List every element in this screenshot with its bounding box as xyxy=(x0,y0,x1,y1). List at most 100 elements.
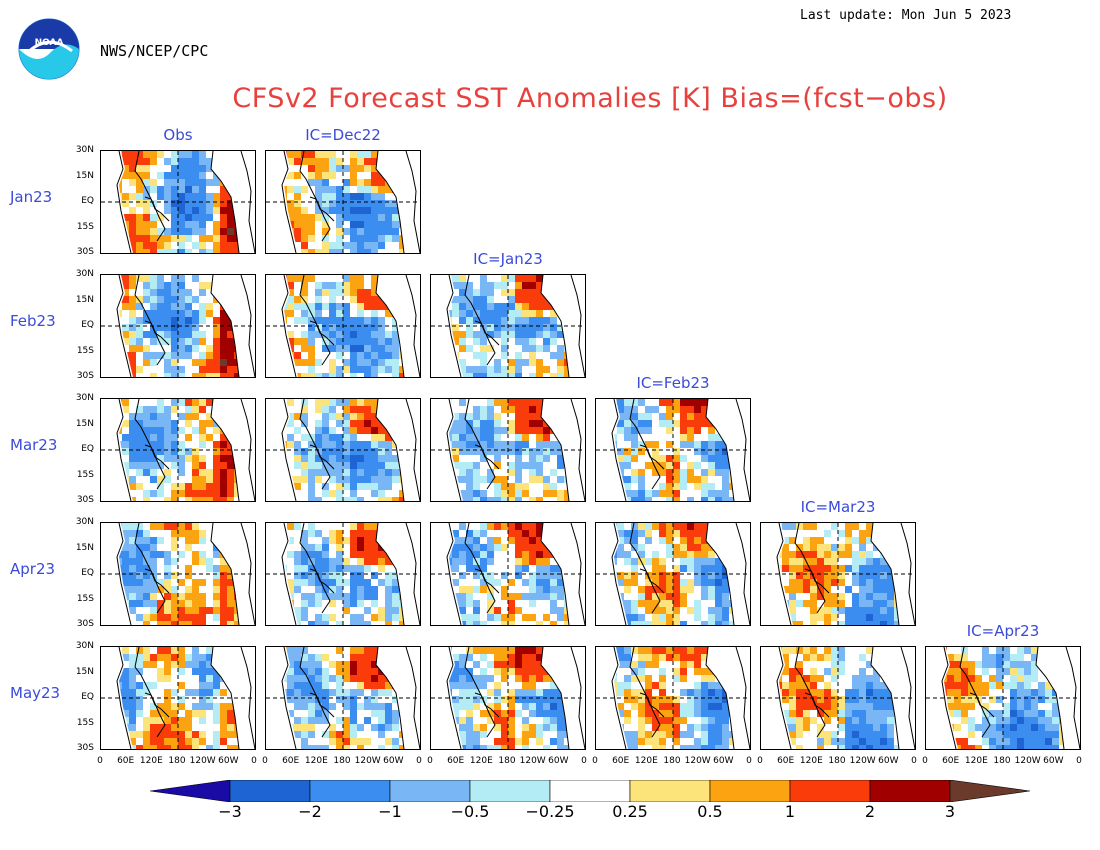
longitude-label: 120E xyxy=(139,756,163,766)
anomaly-map xyxy=(761,523,915,625)
anomaly-map xyxy=(266,399,420,501)
longitude-label: 0 xyxy=(911,756,917,766)
longitude-label: 120E xyxy=(304,756,328,766)
longitude-label: 120W xyxy=(519,756,546,766)
colorbar-swatch xyxy=(789,779,871,803)
latitude-label: 15N xyxy=(75,418,94,429)
longitude-label: 120E xyxy=(964,756,988,766)
latitude-label: EQ xyxy=(81,692,94,702)
anomaly-map xyxy=(101,523,255,625)
longitude-label: 180 xyxy=(828,756,846,766)
logo-text: NOAA xyxy=(35,38,64,48)
anomaly-map xyxy=(266,523,420,625)
latitude-label: 30S xyxy=(76,619,94,629)
latitude-label: 15N xyxy=(75,542,94,553)
last-update-text: Last update: Mon Jun 5 2023 xyxy=(800,8,1012,23)
column-title: IC=Mar23 xyxy=(800,498,876,516)
longitude-label: 60W xyxy=(548,756,569,766)
row-label: Jan23 xyxy=(10,188,53,206)
map-panel xyxy=(100,646,256,750)
longitude-label: 180 xyxy=(498,756,516,766)
map-panel xyxy=(100,522,256,626)
org-label: NWS/NCEP/CPC xyxy=(100,42,209,60)
anomaly-map xyxy=(101,151,255,253)
longitude-label: 0 xyxy=(922,756,928,766)
latitude-label: EQ xyxy=(81,196,94,206)
latitude-label: 30N xyxy=(75,145,94,155)
longitude-label: 60W xyxy=(1043,756,1064,766)
map-panel xyxy=(430,274,586,378)
latitude-label: EQ xyxy=(81,320,94,330)
colorbar-swatch xyxy=(949,779,1031,803)
map-panel xyxy=(265,646,421,750)
column-title: IC=Jan23 xyxy=(473,250,543,268)
latitude-label: 30S xyxy=(76,247,94,257)
anomaly-map xyxy=(101,399,255,501)
map-panel xyxy=(595,398,751,502)
anomaly-map xyxy=(596,647,750,749)
longitude-label: 60E xyxy=(942,756,960,766)
longitude-label: 60W xyxy=(713,756,734,766)
latitude-label: EQ xyxy=(81,444,94,454)
longitude-label: 180 xyxy=(333,756,351,766)
longitude-label: 0 xyxy=(1076,756,1082,766)
colorbar xyxy=(149,779,1031,806)
map-panel xyxy=(265,274,421,378)
longitude-label: 180 xyxy=(663,756,681,766)
noaa-logo: NOAA xyxy=(18,18,80,80)
colorbar-swatch xyxy=(229,779,311,803)
latitude-label: 15N xyxy=(75,294,94,305)
longitude-label: 120E xyxy=(634,756,658,766)
map-panel xyxy=(925,646,1081,750)
latitude-label: 30N xyxy=(75,517,94,527)
latitude-label: EQ xyxy=(81,568,94,578)
longitude-label: 120W xyxy=(684,756,711,766)
map-panel xyxy=(265,398,421,502)
latitude-label: 15S xyxy=(76,593,94,604)
map-panel xyxy=(430,398,586,502)
longitude-label: 60E xyxy=(612,756,630,766)
anomaly-map xyxy=(266,647,420,749)
colorbar-swatch xyxy=(549,779,631,803)
map-panel xyxy=(595,522,751,626)
colorbar-tick-label: −1 xyxy=(378,802,402,821)
longitude-label: 0 xyxy=(592,756,598,766)
latitude-label: 15N xyxy=(75,170,94,181)
longitude-label: 0 xyxy=(262,756,268,766)
colorbar-swatch xyxy=(869,779,951,803)
longitude-label: 180 xyxy=(168,756,186,766)
anomaly-map xyxy=(266,151,420,253)
longitude-label: 0 xyxy=(427,756,433,766)
longitude-label: 60E xyxy=(282,756,300,766)
colorbar-swatch xyxy=(149,779,231,803)
longitude-label: 0 xyxy=(746,756,752,766)
longitude-label: 120W xyxy=(1014,756,1041,766)
colorbar-tick-label: −0.25 xyxy=(525,802,575,821)
row-label: Mar23 xyxy=(10,436,58,454)
map-panel xyxy=(430,522,586,626)
latitude-label: 15S xyxy=(76,221,94,232)
column-title: Obs xyxy=(163,126,193,144)
latitude-label: 15S xyxy=(76,469,94,480)
colorbar-svg xyxy=(149,779,1031,803)
longitude-label: 120E xyxy=(799,756,823,766)
colorbar-swatch xyxy=(389,779,471,803)
colorbar-swatch xyxy=(469,779,551,803)
colorbar-swatch xyxy=(309,779,391,803)
latitude-label: 30N xyxy=(75,269,94,279)
colorbar-tick-label: 3 xyxy=(944,802,956,821)
map-panel xyxy=(595,646,751,750)
longitude-label: 60E xyxy=(777,756,795,766)
anomaly-map xyxy=(926,647,1080,749)
map-panel xyxy=(100,150,256,254)
column-title: IC=Feb23 xyxy=(636,374,710,392)
row-label: Feb23 xyxy=(10,312,56,330)
longitude-label: 0 xyxy=(581,756,587,766)
anomaly-map xyxy=(101,647,255,749)
longitude-label: 120W xyxy=(354,756,381,766)
anomaly-map xyxy=(101,275,255,377)
anomaly-map xyxy=(596,523,750,625)
latitude-label: 30S xyxy=(76,743,94,753)
longitude-label: 60E xyxy=(117,756,135,766)
longitude-label: 0 xyxy=(757,756,763,766)
